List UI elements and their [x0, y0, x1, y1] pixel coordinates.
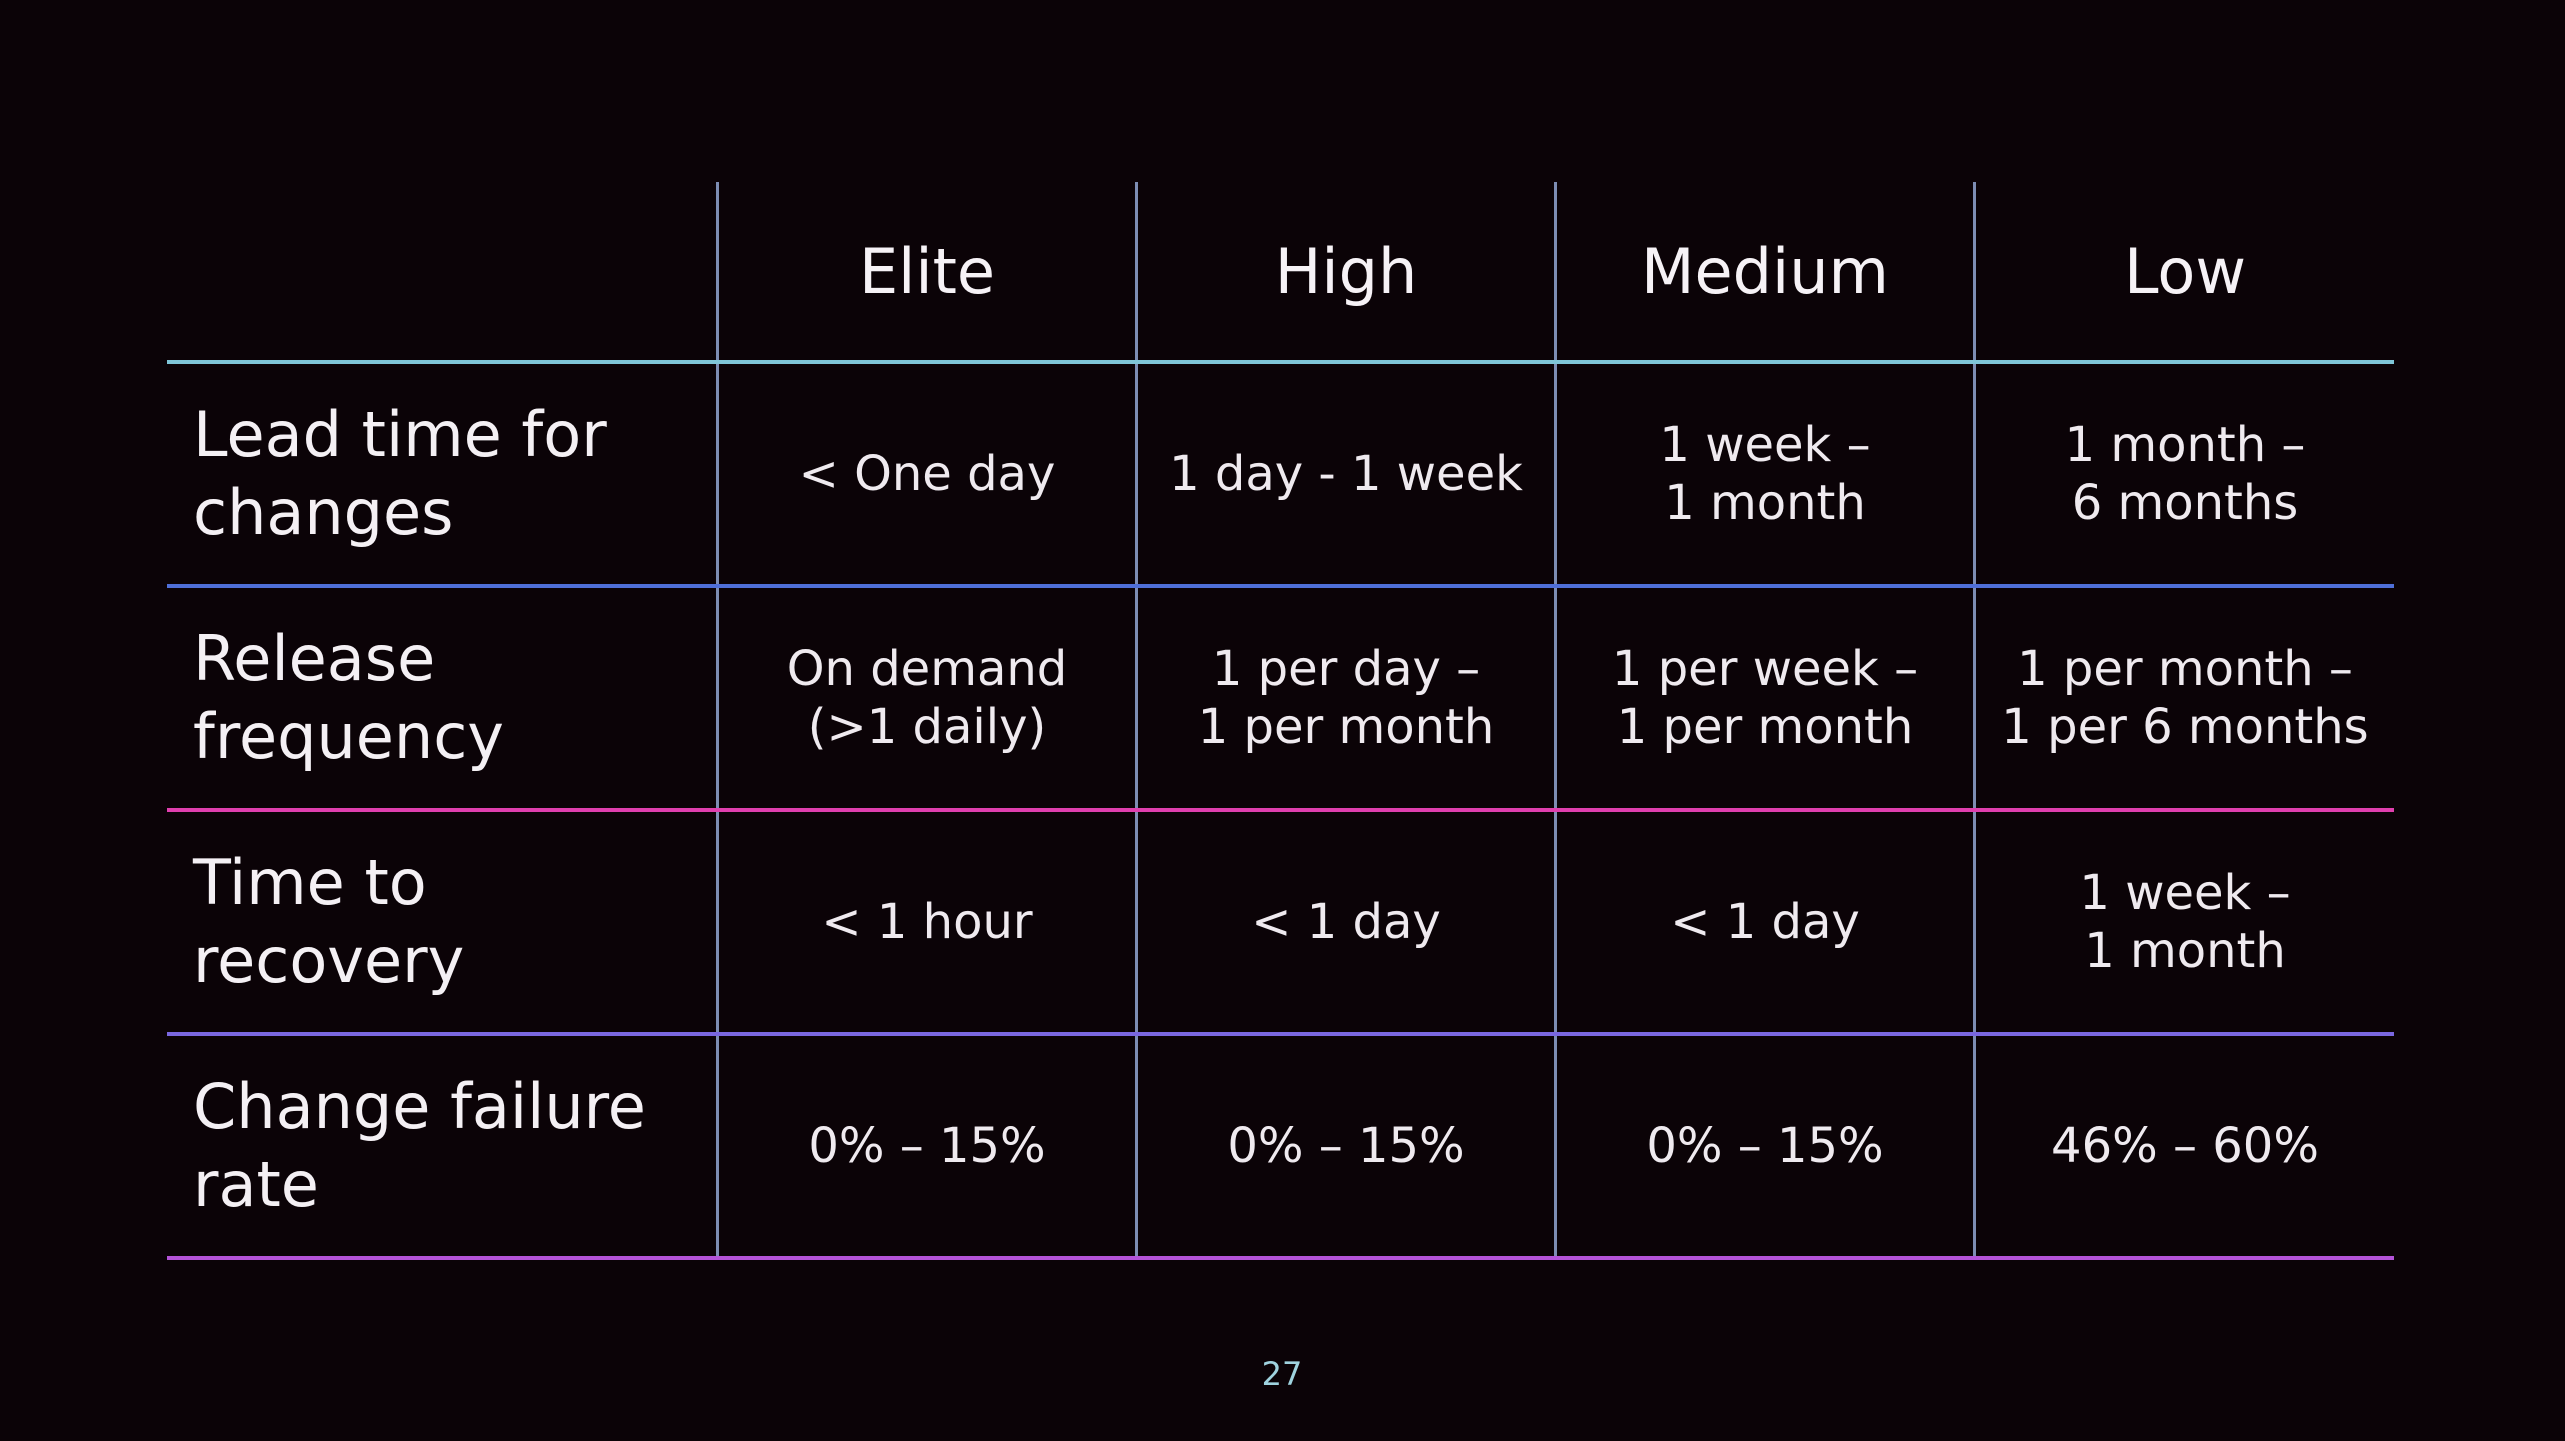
cell-line: 1 per month — [1616, 699, 1914, 755]
table-cell: 46% – 60% — [1976, 1036, 2394, 1256]
cell-line: 46% – 60% — [2051, 1118, 2319, 1174]
row-divider — [167, 1032, 2394, 1036]
row-label-line: changes — [193, 476, 454, 549]
table-cell: 1 day - 1 week — [1138, 364, 1554, 584]
table-cell: 0% – 15% — [1138, 1036, 1554, 1256]
row-label-release-frequency: Release frequency — [167, 588, 716, 808]
cell-line: 1 per week – — [1611, 641, 1919, 697]
column-divider — [1554, 182, 1557, 1260]
table-cell: 1 per day – 1 per month — [1138, 588, 1554, 808]
cell-line: 1 month — [1664, 475, 1866, 531]
cell-line: 0% – 15% — [1646, 1118, 1884, 1174]
row-divider — [167, 360, 2394, 364]
row-label-line: rate — [193, 1148, 319, 1221]
table-cell: < 1 day — [1138, 812, 1554, 1032]
row-label-line: Change failure — [193, 1070, 646, 1143]
row-label-line: Release — [193, 622, 436, 695]
table-cell: 0% – 15% — [1557, 1036, 1973, 1256]
cell-line: 1 per 6 months — [2001, 699, 2369, 755]
cell-line: 1 month – — [2064, 417, 2306, 473]
cell-line: 6 months — [2071, 475, 2299, 531]
cell-line: 1 week – — [1659, 417, 1871, 473]
column-header-elite: Elite — [858, 234, 996, 308]
row-divider — [167, 808, 2394, 812]
cell-line: On demand — [786, 641, 1068, 697]
table-cell: 1 week – 1 month — [1976, 812, 2394, 1032]
cell-line: 1 per month — [1197, 699, 1495, 755]
row-label-line: recovery — [193, 924, 465, 997]
table-cell: 0% – 15% — [719, 1036, 1135, 1256]
table-cell: 1 month – 6 months — [1976, 364, 2394, 584]
cell-line: 1 day - 1 week — [1169, 446, 1523, 502]
cell-line: < 1 day — [1251, 894, 1441, 950]
table-cell: On demand (>1 daily) — [719, 588, 1135, 808]
table-cell: 1 per month – 1 per 6 months — [1976, 588, 2394, 808]
column-header-low: Low — [2123, 234, 2247, 308]
page-number: 27 — [1261, 1355, 1303, 1393]
row-divider — [167, 584, 2394, 588]
cell-line: 0% – 15% — [1227, 1118, 1465, 1174]
row-label-line: frequency — [193, 700, 504, 773]
column-divider — [1135, 182, 1138, 1260]
table-cell: 1 per week – 1 per month — [1557, 588, 1973, 808]
row-label-line: Time to — [193, 846, 427, 919]
cell-line: < One day — [798, 446, 1056, 502]
cell-line: (>1 daily) — [807, 699, 1047, 755]
row-label-change-failure-rate: Change failure rate — [167, 1036, 716, 1256]
cell-line: 1 week – — [2079, 865, 2291, 921]
row-label-lead-time: Lead time for changes — [167, 364, 716, 584]
column-divider — [716, 182, 719, 1260]
table-cell: < 1 day — [1557, 812, 1973, 1032]
cell-line: 1 per day – — [1211, 641, 1481, 697]
column-divider — [1973, 182, 1976, 1260]
table-cell: < One day — [719, 364, 1135, 584]
cell-line: 1 month — [2084, 923, 2286, 979]
cell-line: < 1 day — [1670, 894, 1860, 950]
column-header-medium: Medium — [1641, 234, 1889, 308]
table-cell: < 1 hour — [719, 812, 1135, 1032]
cell-line: < 1 hour — [821, 894, 1033, 950]
row-label-time-to-recovery: Time to recovery — [167, 812, 716, 1032]
table-cell: 1 week – 1 month — [1557, 364, 1973, 584]
cell-line: 1 per month – — [2017, 641, 2353, 697]
column-header-high: High — [1274, 234, 1418, 308]
cell-line: 0% – 15% — [808, 1118, 1046, 1174]
row-divider — [167, 1256, 2394, 1260]
row-label-line: Lead time for — [193, 398, 607, 471]
